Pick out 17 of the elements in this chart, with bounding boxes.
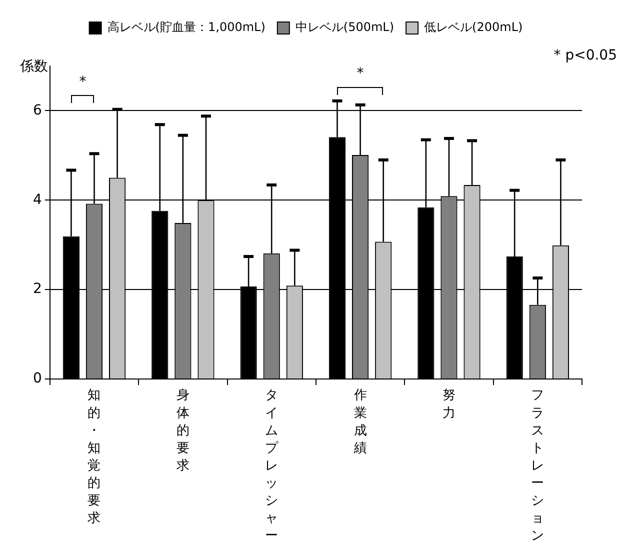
legend-label: 中レベル(500mL) — [295, 20, 394, 34]
legend-label: 高レベル(貯血量：1,000mL) — [107, 20, 266, 34]
text: * p<0.05 — [554, 48, 617, 64]
y-tick-label: 2 — [32, 281, 42, 298]
category-label: フラストレーション — [531, 388, 544, 544]
x-tick-label: 作業成績 — [352, 388, 367, 456]
x-tick-label: 身体的要求 — [176, 388, 190, 474]
y-tick-label: 0 — [32, 370, 42, 387]
y-tick-label: 6 — [32, 102, 42, 118]
annotation: * — [356, 66, 364, 82]
x-tick-label: 努力 — [442, 388, 456, 421]
y-tick-label: 4 — [32, 192, 42, 208]
legend-label: 低レベル(200mL) — [424, 20, 523, 34]
category-label: タイムプレッシャー — [265, 388, 278, 544]
y-axis-title: 係数 — [18, 58, 48, 75]
annotation: * — [79, 74, 86, 90]
x-tick-label: 知的・知覚的要求 — [88, 388, 101, 526]
